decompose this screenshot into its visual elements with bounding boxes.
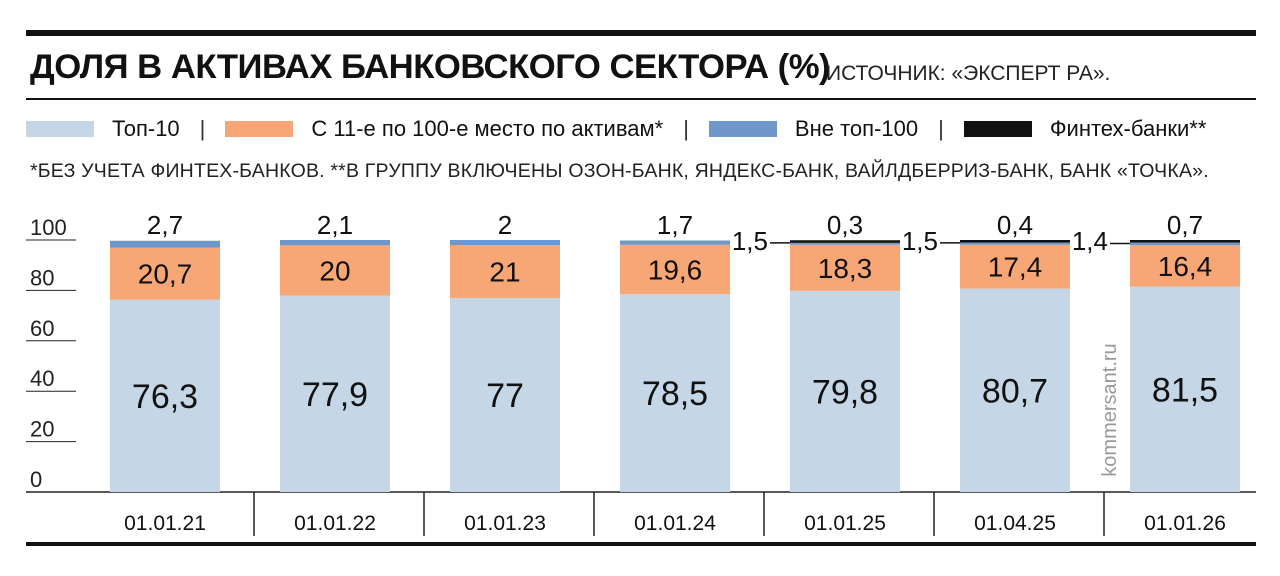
legend-item-top10: Топ-10 (26, 116, 180, 142)
data-label-top10: 77 (486, 377, 524, 415)
legend-label-fintech: Финтех-банки** (1049, 116, 1207, 141)
data-label-outside-top100: 2,7 (147, 210, 183, 240)
data-label-outside-top100: 2,1 (317, 210, 353, 240)
bar-segment-fintech (790, 240, 900, 243)
legend-swatch-fintech (963, 121, 1032, 137)
bar-segment-11-100 (960, 244, 1070, 289)
bar-segment-top10 (960, 288, 1070, 492)
x-tick-label: 01.01.22 (294, 512, 376, 535)
data-label-top10: 79,8 (812, 373, 878, 411)
legend-separator: | (199, 116, 206, 141)
bar-segment-outside-top100 (280, 240, 390, 246)
data-label-top10: 76,3 (132, 378, 198, 416)
legend-label-top10: Топ-10 (112, 116, 180, 141)
bar-segment-top10 (1130, 286, 1240, 492)
header-rule (26, 98, 1256, 100)
data-label-11-100: 20 (319, 255, 350, 286)
top-rule (26, 30, 1256, 36)
data-label-fintech: 0,3 (827, 210, 863, 240)
data-label-top10: 80,7 (982, 372, 1048, 410)
y-tick-label: 0 (30, 467, 42, 492)
data-label-fintech: 0,7 (1167, 210, 1203, 240)
data-label-top10: 78,5 (642, 375, 708, 413)
x-tick-label: 01.01.26 (1144, 512, 1226, 535)
bar-segment-top10 (790, 290, 900, 492)
bar-segment-11-100 (1130, 245, 1240, 287)
bottom-rule (26, 542, 1256, 546)
data-label-11-100: 17,4 (988, 252, 1043, 283)
bar-segment-11-100 (620, 244, 730, 295)
data-label-top10: 81,5 (1152, 371, 1218, 409)
legend-swatch-top10 (26, 121, 94, 137)
bar-segment-top10 (620, 294, 730, 492)
bar-segment-fintech (1130, 240, 1240, 243)
bar-segment-outside-top100 (110, 240, 220, 248)
x-tick-label: 01.01.24 (634, 512, 716, 535)
y-tick-label: 40 (30, 366, 54, 391)
x-tick-label: 01.01.23 (464, 512, 546, 535)
data-label-outside-top100: 1,4 (1072, 226, 1108, 256)
footnote: *БЕЗ УЧЕТА ФИНТЕХ-БАНКОВ. **В ГРУППУ ВКЛ… (30, 160, 1209, 182)
data-label-outside-top100: 2 (498, 210, 512, 240)
legend-label-11-100: С 11-е по 100-е место по активам* (311, 116, 664, 141)
y-tick-label: 60 (30, 316, 54, 341)
bar-segment-11-100 (790, 244, 900, 291)
bar-segment-outside-top100 (620, 240, 730, 245)
bar-segment-outside-top100 (960, 241, 1070, 245)
bar-segment-outside-top100 (790, 241, 900, 245)
data-label-11-100: 21 (489, 257, 520, 288)
data-label-top10: 77,9 (302, 376, 368, 414)
bar-segment-11-100 (450, 245, 560, 298)
legend-separator: | (683, 116, 689, 141)
bar-segment-11-100 (280, 245, 390, 296)
bar-segment-11-100 (110, 247, 220, 300)
legend-item-11-100: С 11-е по 100-е место по активам* (225, 116, 663, 142)
bar-segment-top10 (110, 299, 220, 492)
y-tick-label: 80 (30, 265, 54, 290)
bar-segment-top10 (280, 295, 390, 492)
y-tick-label: 20 (30, 417, 54, 442)
bar-segment-fintech (960, 240, 1070, 243)
data-label-outside-top100: 1,7 (657, 210, 693, 240)
data-label-fintech: 0,4 (997, 210, 1033, 240)
legend: Топ-10 | С 11-е по 100-е место по актива… (26, 114, 1206, 144)
data-label-11-100: 16,4 (1158, 251, 1213, 282)
chart-title: ДОЛЯ В АКТИВАХ БАНКОВСКОГО СЕКТОРА (%) (30, 48, 831, 86)
data-label-11-100: 18,3 (818, 253, 873, 284)
x-tick-label: 01.01.21 (124, 512, 206, 535)
y-tick-label: 100 (30, 215, 67, 240)
data-label-outside-top100: 1,5 (902, 226, 938, 256)
legend-swatch-11-100 (225, 121, 294, 137)
legend-swatch-outside-top100 (708, 121, 777, 137)
bar-segment-top10 (450, 297, 560, 492)
data-label-11-100: 20,7 (138, 259, 193, 290)
data-label-outside-top100: 1,5 (732, 226, 768, 256)
x-tick-label: 01.04.25 (974, 512, 1056, 535)
data-label-11-100: 19,6 (648, 254, 703, 285)
legend-item-fintech: Финтех-банки** (963, 116, 1207, 142)
legend-item-outside-top100: Вне топ-100 (708, 116, 919, 142)
legend-separator: | (938, 116, 944, 141)
bar-segment-outside-top100 (1130, 241, 1240, 246)
source-note: ИСТОЧНИК: «ЭКСПЕРТ РА». (826, 62, 1111, 85)
x-tick-label: 01.01.25 (804, 512, 886, 535)
watermark: kommersant.ru (1099, 343, 1121, 476)
bar-segment-outside-top100 (450, 240, 560, 246)
legend-label-outside-top100: Вне топ-100 (794, 116, 919, 141)
